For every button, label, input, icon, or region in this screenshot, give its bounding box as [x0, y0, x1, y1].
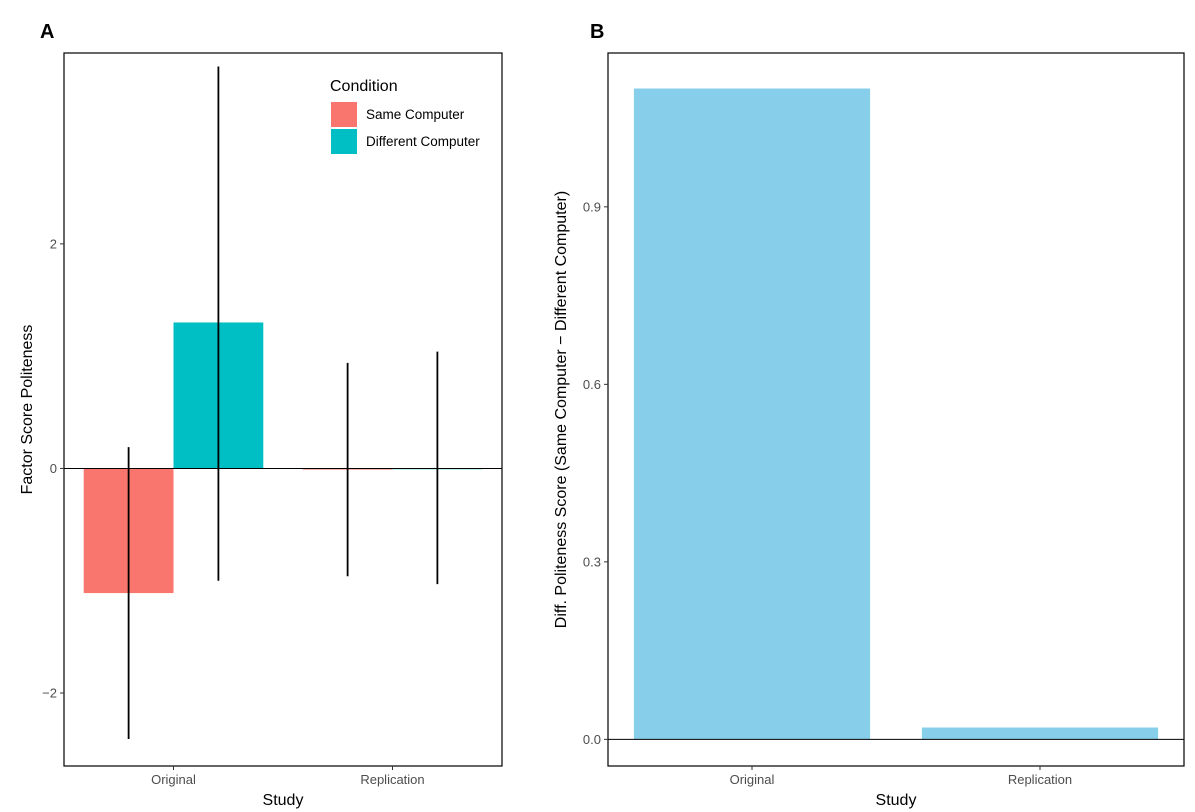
panel-a-y-tick-label: 0: [50, 461, 57, 476]
panel-b-y-tick-label: 0.9: [583, 199, 601, 214]
panel-a-panel-label: A: [40, 21, 54, 43]
legend-label: Different Computer: [366, 134, 480, 149]
panel-b-panel-border: [607, 52, 1185, 767]
panel-a-y-axis-title: Factor Score Politeness: [19, 325, 36, 495]
bar-difference-original: [633, 88, 871, 740]
panel-a-x-axis-title: Study: [263, 792, 304, 809]
panel-b: B 0.0 0.3 0.6 0.9 Diff. Politeness Score (Sam…: [553, 21, 1185, 809]
panel-a: A −2 0 2 Factor Score Politeness Study Origina…: [19, 21, 503, 809]
legend-key-same-computer: [331, 102, 357, 127]
panel-b-bars: [633, 88, 1159, 740]
panel-a-y-tick-label: −2: [42, 686, 57, 701]
panel-b-y-tick-label: 0.0: [583, 732, 601, 747]
panel-a-x-tick-label: Original: [151, 772, 196, 787]
panel-a-bars: [83, 322, 483, 594]
panel-a-x-tick-label: Replication: [360, 772, 424, 787]
panel-a-y-tick-label: 2: [50, 236, 57, 251]
legend-key-different-computer: [331, 129, 357, 154]
panel-b-x-axis-title: Study: [876, 792, 917, 809]
legend-title: Condition: [330, 78, 398, 95]
panel-a-legend: Condition Same Computer Different Computer: [330, 78, 480, 154]
panel-b-y-axis-title: Diff. Politeness Score (Same Computer − …: [553, 191, 570, 628]
legend-label: Same Computer: [366, 107, 465, 122]
panel-a-panel-border: [63, 52, 503, 767]
bar-difference-replication: [921, 727, 1159, 740]
panel-b-y-tick-label: 0.3: [583, 554, 601, 569]
panel-b-y-tick-label: 0.6: [583, 377, 601, 392]
panel-b-x-tick-label: Replication: [1008, 772, 1072, 787]
panel-b-x-tick-label: Original: [730, 772, 775, 787]
panel-b-panel-label: B: [590, 21, 604, 43]
